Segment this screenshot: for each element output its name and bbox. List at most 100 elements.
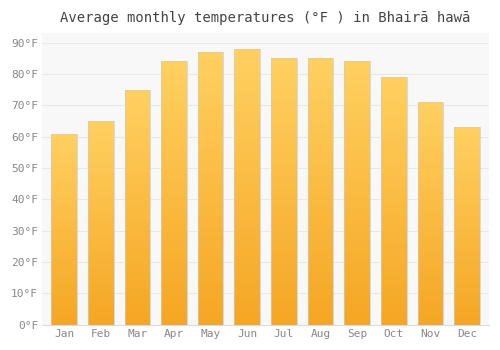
Bar: [88, 146, 114, 149]
Bar: [454, 214, 479, 216]
Bar: [88, 251, 114, 253]
Bar: [124, 243, 150, 245]
Bar: [344, 262, 370, 266]
Bar: [308, 135, 334, 138]
Bar: [88, 218, 114, 220]
Bar: [234, 111, 260, 114]
Bar: [52, 217, 77, 219]
Bar: [124, 181, 150, 184]
Bar: [52, 179, 77, 181]
Bar: [381, 158, 406, 161]
Bar: [454, 283, 479, 285]
Bar: [52, 189, 77, 191]
Bar: [454, 258, 479, 260]
Bar: [308, 288, 334, 292]
Bar: [124, 107, 150, 110]
Bar: [52, 222, 77, 224]
Bar: [162, 163, 187, 167]
Bar: [454, 298, 479, 300]
Bar: [381, 278, 406, 281]
Bar: [271, 211, 296, 215]
Bar: [344, 243, 370, 246]
Bar: [88, 121, 114, 124]
Bar: [88, 139, 114, 141]
Bar: [198, 161, 224, 164]
Bar: [234, 280, 260, 284]
Bar: [381, 105, 406, 108]
Bar: [198, 209, 224, 212]
Bar: [344, 68, 370, 71]
Bar: [52, 289, 77, 291]
Bar: [198, 287, 224, 290]
Bar: [344, 295, 370, 299]
Bar: [162, 305, 187, 308]
Bar: [162, 68, 187, 71]
Bar: [454, 149, 479, 152]
Bar: [271, 165, 296, 168]
Bar: [162, 187, 187, 190]
Bar: [381, 210, 406, 213]
Bar: [88, 190, 114, 192]
Bar: [234, 59, 260, 63]
Bar: [308, 208, 334, 211]
Bar: [308, 65, 334, 68]
Bar: [162, 81, 187, 84]
Bar: [88, 205, 114, 208]
Bar: [234, 80, 260, 83]
Bar: [418, 266, 443, 269]
Bar: [198, 192, 224, 195]
Bar: [124, 201, 150, 204]
Bar: [198, 86, 224, 90]
Bar: [162, 154, 187, 157]
Bar: [198, 100, 224, 103]
Bar: [88, 309, 114, 312]
Bar: [271, 162, 296, 165]
Bar: [308, 182, 334, 185]
Bar: [308, 168, 334, 172]
Bar: [162, 65, 187, 68]
Bar: [198, 127, 224, 131]
Bar: [271, 172, 296, 175]
Bar: [344, 147, 370, 150]
Bar: [124, 190, 150, 193]
Bar: [454, 248, 479, 251]
Bar: [198, 250, 224, 253]
Bar: [418, 311, 443, 314]
Bar: [124, 263, 150, 266]
Bar: [162, 131, 187, 134]
Bar: [162, 256, 187, 259]
Bar: [381, 108, 406, 111]
Bar: [234, 56, 260, 59]
Bar: [454, 229, 479, 231]
Bar: [124, 151, 150, 154]
Bar: [381, 303, 406, 306]
Bar: [381, 124, 406, 127]
Bar: [234, 142, 260, 146]
Bar: [124, 313, 150, 316]
Bar: [308, 238, 334, 242]
Bar: [454, 256, 479, 258]
Bar: [234, 152, 260, 156]
Bar: [198, 117, 224, 120]
Bar: [124, 275, 150, 278]
Bar: [52, 174, 77, 176]
Bar: [454, 275, 479, 278]
Bar: [198, 69, 224, 72]
Bar: [234, 146, 260, 149]
Bar: [418, 238, 443, 241]
Bar: [308, 78, 334, 82]
Bar: [271, 58, 296, 62]
Bar: [124, 128, 150, 131]
Bar: [344, 315, 370, 318]
Bar: [234, 149, 260, 152]
Bar: [88, 233, 114, 236]
Bar: [198, 154, 224, 158]
Bar: [271, 92, 296, 95]
Bar: [198, 164, 224, 168]
Bar: [344, 177, 370, 180]
Bar: [162, 157, 187, 160]
Bar: [162, 140, 187, 144]
Bar: [344, 321, 370, 325]
Bar: [234, 273, 260, 276]
Bar: [271, 292, 296, 295]
